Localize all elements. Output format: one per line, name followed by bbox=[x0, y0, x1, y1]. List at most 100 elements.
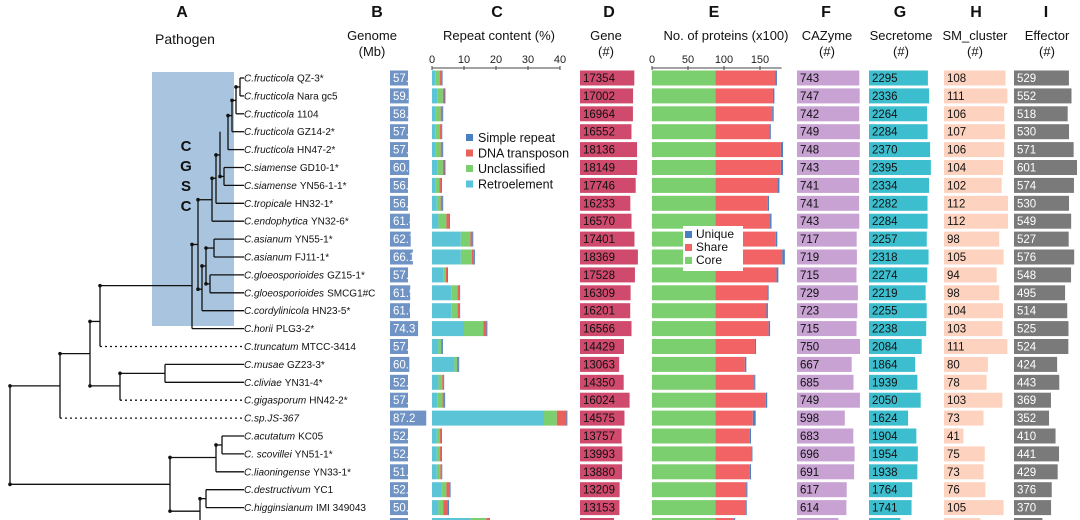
gene-count-bar bbox=[580, 160, 638, 175]
protein-segment bbox=[715, 142, 781, 158]
cazyme-value: 747 bbox=[800, 91, 819, 103]
cgsc-clade-box bbox=[152, 72, 234, 326]
gene-count-value: 17528 bbox=[583, 270, 615, 282]
genome-size-value: 60.5 bbox=[393, 359, 415, 371]
secretome-bar bbox=[869, 231, 927, 247]
protein-segment bbox=[746, 482, 748, 498]
repeat-axis-tick: 30 bbox=[522, 54, 534, 66]
gene-count-value: 17354 bbox=[583, 73, 616, 85]
sm-cluster-bar bbox=[944, 410, 984, 426]
protein-segment bbox=[715, 267, 777, 283]
sm-cluster-bar bbox=[944, 177, 1002, 193]
species-label: C.cliviae YN31-4* bbox=[244, 378, 323, 389]
panel-letter-h: H bbox=[970, 4, 982, 21]
genome-size-value: 56.2 bbox=[393, 180, 415, 192]
effector-value: 514 bbox=[1017, 306, 1037, 318]
tree-node bbox=[88, 384, 92, 388]
species-name: C.gigasporum bbox=[244, 396, 306, 407]
repeat-segment bbox=[442, 195, 444, 211]
cazyme-bar bbox=[797, 356, 852, 372]
genome-size-bar bbox=[390, 88, 409, 104]
legend-swatch bbox=[466, 149, 473, 157]
sm-cluster-value: 104 bbox=[947, 163, 967, 175]
protein-segment bbox=[754, 339, 757, 354]
secretome-bar bbox=[869, 446, 918, 462]
protein-segment bbox=[769, 124, 771, 140]
genome-size-value: 57.8 bbox=[393, 270, 415, 282]
protein-segment bbox=[652, 285, 716, 301]
protein-segment bbox=[715, 195, 768, 211]
repeat-segment bbox=[436, 195, 441, 211]
secretome-value: 1954 bbox=[872, 449, 898, 461]
legend-swatch bbox=[685, 244, 692, 251]
gene-count-value: 13993 bbox=[583, 449, 615, 461]
species-label: C.gloeosporioides GZ15-1* bbox=[244, 270, 365, 281]
tree-node bbox=[200, 264, 204, 268]
header-gene-line1: Gene bbox=[590, 28, 622, 43]
secretome-bar bbox=[869, 88, 930, 104]
secretome-value: 2284 bbox=[872, 127, 898, 139]
species-name: C.endophytica bbox=[244, 217, 308, 228]
secretome-value: 2219 bbox=[872, 288, 898, 300]
secretome-value: 2336 bbox=[872, 91, 898, 103]
gene-count-bar bbox=[580, 500, 620, 516]
repeat-segment bbox=[435, 70, 440, 86]
genome-size-value: 52.1 bbox=[393, 431, 415, 443]
repeat-segment bbox=[451, 285, 458, 301]
strain-name: KC05 bbox=[298, 432, 323, 443]
gene-count-bar bbox=[580, 124, 632, 140]
protein-segment bbox=[652, 356, 716, 372]
tree-node bbox=[210, 176, 214, 181]
repeat-axis-tick: 0 bbox=[429, 54, 435, 66]
repeat-segment bbox=[457, 303, 460, 319]
cazyme-value: 617 bbox=[800, 485, 819, 497]
repeat-segment bbox=[432, 267, 444, 283]
species-name: C.fructicola bbox=[244, 145, 294, 156]
strain-name: HN32-1* bbox=[295, 199, 333, 210]
repeat-segment bbox=[435, 106, 441, 122]
phylogenetic-tree bbox=[9, 77, 244, 520]
repeat-segment bbox=[483, 321, 487, 337]
effector-bar bbox=[1014, 213, 1072, 229]
repeat-segment bbox=[449, 482, 451, 498]
protein-segment bbox=[715, 321, 769, 337]
sm-cluster-value: 106 bbox=[947, 145, 966, 157]
species-label: C.cordylinicola HN23-5* bbox=[244, 306, 350, 317]
repeat-segment bbox=[451, 303, 458, 319]
protein-segment bbox=[770, 213, 772, 229]
species-label: C.asianum FJ11-1* bbox=[244, 253, 329, 264]
sm-cluster-bar bbox=[944, 321, 1003, 337]
effector-bar bbox=[1014, 428, 1056, 444]
effector-value: 424 bbox=[1017, 359, 1037, 371]
clade-letter-4: C bbox=[181, 198, 192, 215]
genome-size-value: 61.4 bbox=[393, 216, 416, 228]
cazyme-value: 683 bbox=[800, 431, 819, 443]
gene-count-bar bbox=[580, 88, 634, 104]
gene-count-bar bbox=[580, 142, 638, 158]
strain-name: GZ14-2* bbox=[297, 127, 335, 138]
header-cazyme-line2: (#) bbox=[819, 44, 835, 59]
gene-count-bar bbox=[580, 231, 635, 247]
header-cazyme-line1: CAZyme bbox=[802, 28, 853, 43]
repeat-segment bbox=[486, 518, 489, 520]
genome-size-bar bbox=[390, 124, 408, 140]
sm-cluster-value: 111 bbox=[947, 91, 964, 103]
sm-cluster-bar bbox=[944, 303, 1003, 319]
gene-count-bar bbox=[580, 428, 622, 444]
effector-value: 549 bbox=[1017, 216, 1036, 228]
protein-segment bbox=[715, 213, 771, 229]
tree-node bbox=[230, 98, 234, 103]
gene-count-value: 16024 bbox=[583, 395, 616, 407]
protein-segment bbox=[745, 500, 747, 516]
cazyme-value: 742 bbox=[800, 109, 819, 121]
sm-cluster-value: 106 bbox=[947, 109, 966, 121]
legend-label: Unique bbox=[696, 227, 734, 241]
protein-segment bbox=[652, 374, 716, 390]
species-name: C.fructicola bbox=[244, 109, 294, 120]
secretome-bar bbox=[869, 374, 918, 390]
gene-count-value: 13153 bbox=[583, 503, 615, 515]
secretome-bar bbox=[869, 195, 928, 211]
protein-segment bbox=[780, 160, 784, 175]
sm-cluster-value: 105 bbox=[947, 503, 966, 515]
